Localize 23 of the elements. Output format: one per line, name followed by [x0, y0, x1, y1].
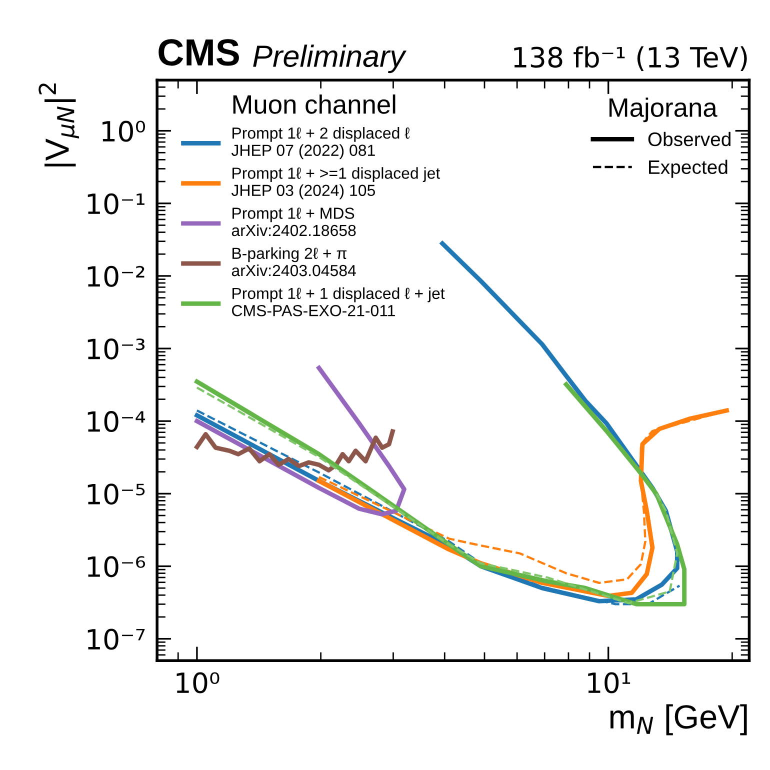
y-tick-label: 10⁻⁶: [88, 556, 146, 578]
chart-subtitle: Preliminary: [253, 44, 407, 74]
y-axis-title: |V$_{μN}$|$^{2}$: [38, 84, 79, 166]
legend-label: B-parking 2ℓ + π arXiv:2403.04584: [232, 247, 356, 276]
y-tick-label: 10⁻⁵: [88, 484, 145, 505]
y-tick-label: 10⁻³: [88, 338, 145, 360]
y-tick-label: 10⁻²: [88, 266, 144, 287]
legend-label: Prompt 1ℓ + >=1 displaced jet JHEP 03 (2024) 105: [231, 167, 440, 200]
y-tick-label: 10⁻⁷: [88, 628, 145, 650]
legend-label: Prompt 1ℓ + 2 displaced ℓ JHEP 07 (2022) 081: [231, 127, 410, 160]
annotation: Observed: [648, 132, 730, 146]
y-tick-label: 10⁻⁴: [88, 411, 146, 432]
legend-label: Prompt 1ℓ + MDS arXiv:2402.18658: [232, 208, 356, 236]
annotation: Majorana: [610, 98, 718, 122]
y-tick-label: 10⁰: [102, 120, 146, 142]
text: 138 fb⁻¹ (13 TeV): [514, 46, 747, 71]
x-axis-title: m$_{N}$ [GeV]: [610, 704, 747, 736]
chart-title: CMS: [158, 39, 239, 66]
annotation: Expected: [649, 160, 728, 178]
legend-title: Muon channel: [233, 94, 396, 114]
legend-label: Prompt 1ℓ + 1 displaced ℓ + jet CMS-PAS-EXO-21-011: [232, 287, 445, 316]
x-tick-label: 10¹: [588, 672, 630, 694]
y-tick-label: 10⁻¹: [88, 193, 144, 214]
